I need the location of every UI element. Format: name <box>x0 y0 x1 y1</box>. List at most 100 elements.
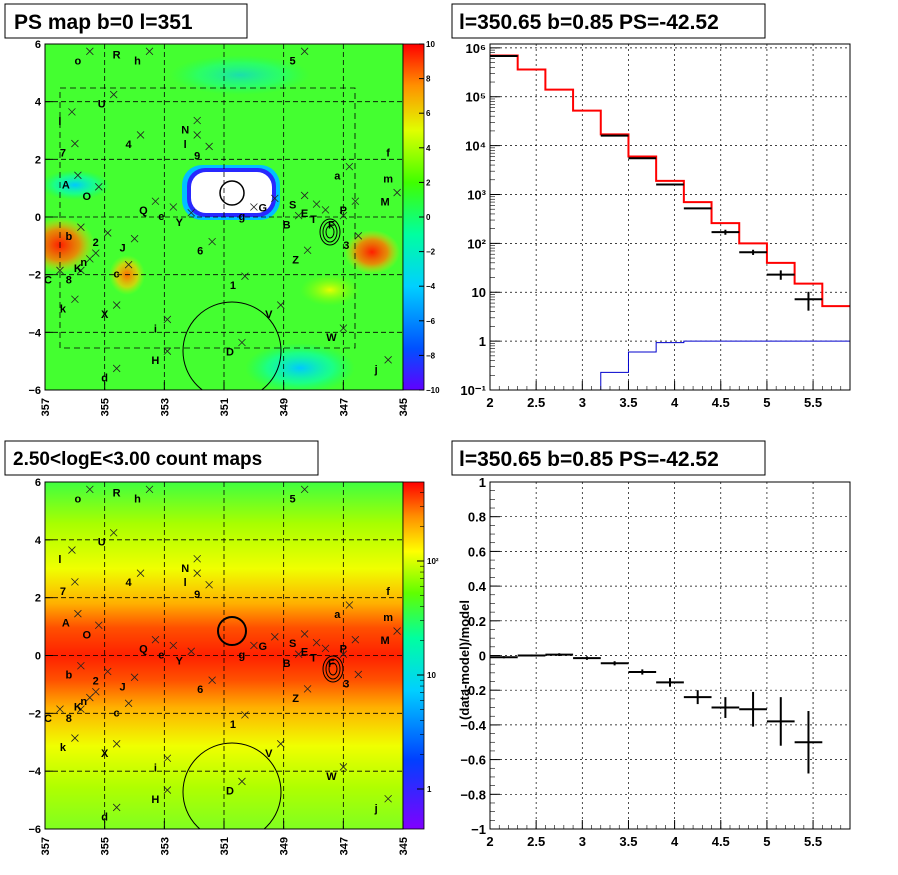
source-cross-13 <box>345 162 354 171</box>
source-label-14: A <box>62 618 70 630</box>
source-cross-22 <box>300 630 309 638</box>
source-label-40: k <box>60 742 67 754</box>
source-label-27: B <box>283 658 291 670</box>
count-map-x-ticks: 357 355 353 351 349 347 345 <box>40 821 410 855</box>
source-label-10: 7 <box>60 148 66 160</box>
source-cross-40 <box>71 734 79 742</box>
y-tick-label-6: 6 <box>35 39 41 51</box>
x-tick-label-353: 353 <box>159 398 171 416</box>
x-tick-label-5: 5 <box>763 834 770 849</box>
source-label-45: D <box>226 785 234 797</box>
source-label-6: N <box>181 125 189 137</box>
source-cross-25 <box>351 197 360 206</box>
source-cross-28 <box>354 670 363 679</box>
spectrum-frame <box>489 43 851 391</box>
source-label-25: P <box>340 205 347 217</box>
source-label-43: i <box>154 323 157 335</box>
source-cross-48 <box>112 364 121 373</box>
source-cross-2 <box>145 47 154 56</box>
source-cross-5 <box>68 546 76 554</box>
source-label-35: K <box>74 263 82 275</box>
cbar-label-4: 4 <box>426 144 431 153</box>
residual-points <box>490 653 823 774</box>
x-tick-label-351: 351 <box>219 837 231 855</box>
source-label-7: 4 <box>125 577 132 589</box>
model-total-line <box>490 54 850 308</box>
source-label-12: m <box>383 174 393 186</box>
source-label-10: 7 <box>60 586 66 598</box>
count-map-y-ticks: 6 4 2 0 −2 −4 −6 <box>28 477 53 836</box>
hotspot-west <box>45 217 95 273</box>
source-label-5: l <box>58 554 61 566</box>
residual-x-ticks: 2 2.5 3 3.5 4 4.5 5 5.5 <box>486 820 851 849</box>
cbar-label-10: 10 <box>427 671 436 680</box>
source-cross-5 <box>68 108 76 116</box>
source-cross-8 <box>193 569 201 577</box>
cbar-label-2: 2 <box>426 178 431 187</box>
y-tick-label-6: 6 <box>35 477 41 489</box>
source-label-42: V <box>265 309 273 321</box>
source-label-39: 1 <box>230 719 236 731</box>
contour-f <box>319 218 341 246</box>
y-tick-label-1: 1 <box>479 475 486 490</box>
source-label-44: W <box>326 771 337 783</box>
source-label-3: 5 <box>290 493 296 505</box>
count-map-colorbar <box>403 482 424 829</box>
source-label-6: N <box>181 563 189 575</box>
source-cross-32 <box>208 237 216 246</box>
cbar-label-−4: −4 <box>426 282 436 291</box>
x-tick-label-347: 347 <box>338 398 350 416</box>
source-cross-15 <box>94 183 103 191</box>
source-label-23: E <box>301 208 308 220</box>
y-tick-label-0.6: 0.6 <box>468 544 486 559</box>
source-label-22: S <box>289 199 296 211</box>
source-cross-34 <box>92 249 100 257</box>
ps-map-colorbar-ticks: 10 8 6 4 2 0 −2 −4 −6 −8 −10 <box>419 40 440 395</box>
source-cross-38 <box>124 699 133 708</box>
source-cross-10 <box>71 578 79 586</box>
source-label-18: e <box>158 211 164 223</box>
source-cross-39 <box>241 711 249 719</box>
y-tick-label-6: 10⁵ <box>465 90 486 105</box>
source-cross-4 <box>109 528 118 537</box>
source-cross-24 <box>321 206 330 214</box>
source-label-11: f <box>386 148 390 160</box>
source-label-2: h <box>134 493 141 505</box>
source-cross-0 <box>86 47 94 56</box>
source-cross-6 <box>193 554 201 563</box>
ps-map-y-ticks: 6 4 2 0 −2 −4 −6 <box>28 39 53 397</box>
x-tick-label-3: 3 <box>579 834 586 849</box>
source-cross-44 <box>339 763 348 771</box>
source-cross-26 <box>339 650 348 658</box>
cbar-label-−8: −8 <box>426 351 436 360</box>
source-cross-20 <box>250 641 258 650</box>
source-cross-38 <box>124 260 133 269</box>
source-label-23: E <box>301 647 308 659</box>
source-cross-43 <box>163 754 172 763</box>
y-tick-label-−0.2: −0.2 <box>460 683 486 698</box>
y-tick-label-−0.8: −0.8 <box>460 787 486 802</box>
model-background-line <box>573 340 850 391</box>
source-label-33: Z <box>292 254 299 266</box>
y-tick-label-4: 4 <box>35 97 42 109</box>
source-label-44: W <box>326 332 337 344</box>
source-label-1: R <box>113 488 121 500</box>
cbar-label-−6: −6 <box>426 317 436 326</box>
source-label-29: b <box>65 231 72 243</box>
y-tick-label-4: 4 <box>35 535 42 547</box>
source-label-9: 9 <box>194 589 200 601</box>
source-cross-45 <box>238 338 246 347</box>
source-label-0: o <box>74 55 81 67</box>
source-cross-32 <box>208 676 216 684</box>
source-label-47: j <box>374 364 378 376</box>
source-cross-24 <box>321 644 330 653</box>
source-label-8: l <box>184 139 187 151</box>
x-tick-label-355: 355 <box>100 837 112 855</box>
y-tick-label--4: −4 <box>28 327 41 339</box>
x-tick-label-4.5: 4.5 <box>712 395 730 410</box>
source-label-40: k <box>60 303 67 315</box>
